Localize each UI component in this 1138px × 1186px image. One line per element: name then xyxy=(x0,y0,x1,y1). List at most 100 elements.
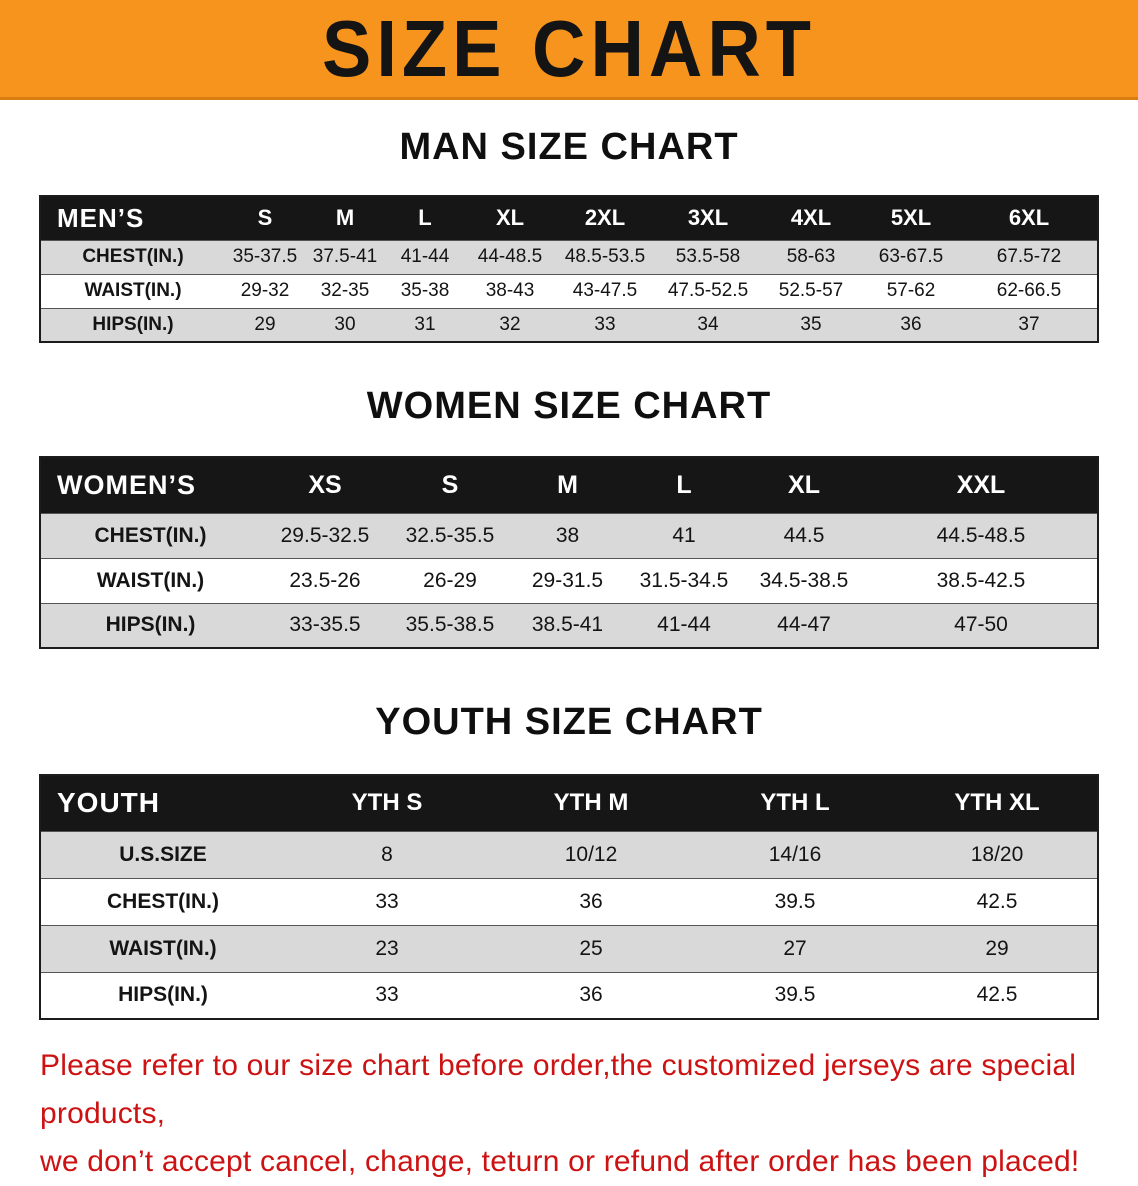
measurement-value: 36 xyxy=(900,313,922,335)
measurement-value: 37 xyxy=(1018,313,1040,335)
women-size-table: WOMEN’S XS S M L XL XXL CHEST(IN.) 29.5-32.5 32.… xyxy=(39,456,1099,649)
women-section-heading: WOMEN SIZE CHART xyxy=(366,385,772,427)
youth-size-table: YOUTH YTH S YTH M YTH L YTH XL U.S.SIZE 8 10/1… xyxy=(39,774,1099,1020)
measurement-value: 29.5-32.5 xyxy=(280,523,370,547)
youth-section-heading: YOUTH SIZE CHART xyxy=(375,701,763,743)
size-column-header: XL xyxy=(465,196,555,240)
size-column-header: S xyxy=(225,196,305,240)
man-section-heading: MAN SIZE CHART xyxy=(399,126,739,168)
measurement-value: 33 xyxy=(375,889,399,913)
size-column-header: XXL xyxy=(865,457,1098,513)
measurement-value: 44.5-48.5 xyxy=(936,523,1026,547)
size-chart-banner: SIZE CHART xyxy=(0,0,1138,100)
measurement-value: 36 xyxy=(579,983,603,1007)
measurement-value: 41 xyxy=(672,523,696,547)
measurement-label: HIPS(IN.) xyxy=(92,313,174,335)
size-column-header: XS xyxy=(260,457,390,513)
table-row: U.S.SIZE 8 10/12 14/16 18/20 xyxy=(40,831,1098,878)
measurement-value: 35 xyxy=(800,313,822,335)
table-row: CHEST(IN.) 29.5-32.5 32.5-35.5 38 41 44.5 44.5… xyxy=(40,513,1098,558)
measurement-label: U.S.SIZE xyxy=(119,842,207,866)
measurement-value: 32.5-35.5 xyxy=(405,523,495,547)
row-group-label: WOMEN’S xyxy=(40,457,260,513)
size-column-header: 6XL xyxy=(961,196,1098,240)
measurement-value: 38-43 xyxy=(485,280,535,301)
measurement-value: 29 xyxy=(254,313,276,335)
measurement-value: 44-47 xyxy=(777,613,831,637)
measurement-label: WAIST(IN.) xyxy=(96,568,205,592)
youth-header-row: YOUTH YTH S YTH M YTH L YTH XL xyxy=(40,775,1098,831)
banner-title: SIZE CHART xyxy=(322,3,816,94)
measurement-value: 30 xyxy=(334,313,356,335)
measurement-label: WAIST(IN.) xyxy=(109,936,217,960)
measurement-value: 42.5 xyxy=(976,889,1018,913)
measurement-value: 29-31.5 xyxy=(531,568,604,592)
measurement-value: 8 xyxy=(381,842,393,866)
size-column-header: L xyxy=(625,457,743,513)
size-column-header: M xyxy=(305,196,385,240)
row-group-label: YOUTH xyxy=(40,775,285,831)
men-header-row: MEN’S S M L XL 2XL 3XL 4XL 5XL 6XL xyxy=(40,196,1098,240)
measurement-value: 37.5-41 xyxy=(312,246,378,267)
measurement-label: CHEST(IN.) xyxy=(82,246,184,267)
measurement-value: 52.5-57 xyxy=(778,280,844,301)
size-column-header: YTH M xyxy=(489,775,693,831)
measurement-value: 41-44 xyxy=(400,246,450,267)
measurement-value: 41-44 xyxy=(657,613,711,637)
table-row: HIPS(IN.) 33-35.5 35.5-38.5 38.5-41 41-44 44-… xyxy=(40,603,1098,648)
women-size-chart-section: WOMEN SIZE CHART WOMEN’S XS S M L XL XXL CHEST… xyxy=(0,385,1138,649)
measurement-value: 44-48.5 xyxy=(477,246,543,267)
measurement-value: 34.5-38.5 xyxy=(759,568,849,592)
measurement-value: 39.5 xyxy=(774,983,816,1007)
measurement-value: 10/12 xyxy=(564,842,618,866)
measurement-value: 36 xyxy=(579,889,603,913)
measurement-value: 38.5-41 xyxy=(531,613,604,637)
measurement-value: 43-47.5 xyxy=(572,280,638,301)
measurement-value: 32 xyxy=(499,313,521,335)
measurement-value: 14/16 xyxy=(768,842,822,866)
measurement-value: 57-62 xyxy=(886,280,936,301)
size-column-header: 5XL xyxy=(861,196,961,240)
table-row: CHEST(IN.) 35-37.5 37.5-41 41-44 44-48.5 48.5… xyxy=(40,240,1098,274)
measurement-label: CHEST(IN.) xyxy=(107,889,219,913)
measurement-label: WAIST(IN.) xyxy=(84,280,182,301)
disclaimer-line-2: we don’t accept cancel, change, teturn o… xyxy=(40,1145,1080,1178)
measurement-label: CHEST(IN.) xyxy=(94,523,207,547)
measurement-value: 23.5-26 xyxy=(289,568,361,592)
measurement-value: 44.5 xyxy=(783,523,825,547)
table-row: WAIST(IN.) 23 25 27 29 xyxy=(40,925,1098,972)
disclaimer-text: Please refer to our size chart before or… xyxy=(40,1042,1138,1186)
measurement-value: 31 xyxy=(414,313,436,335)
table-row: CHEST(IN.) 33 36 39.5 42.5 xyxy=(40,878,1098,925)
measurement-value: 35-37.5 xyxy=(232,246,298,267)
size-column-header: YTH S xyxy=(285,775,489,831)
disclaimer-line-1: Please refer to our size chart before or… xyxy=(40,1049,1077,1130)
measurement-value: 29 xyxy=(985,936,1009,960)
size-column-header: YTH L xyxy=(693,775,897,831)
measurement-value: 25 xyxy=(579,936,603,960)
measurement-value: 48.5-53.5 xyxy=(564,246,646,267)
measurement-value: 47.5-52.5 xyxy=(667,280,749,301)
measurement-value: 34 xyxy=(697,313,719,335)
size-column-header: 4XL xyxy=(761,196,861,240)
size-column-header: 3XL xyxy=(655,196,761,240)
measurement-value: 63-67.5 xyxy=(878,246,944,267)
measurement-label: HIPS(IN.) xyxy=(105,613,196,637)
man-size-chart-section: MAN SIZE CHART MEN’S S M L XL 2XL 3XL 4XL 5XL 6XL… xyxy=(0,126,1138,343)
size-column-header: XL xyxy=(743,457,865,513)
table-row: HIPS(IN.) 29 30 31 32 33 34 35 36 37 xyxy=(40,308,1098,342)
measurement-value: 31.5-34.5 xyxy=(639,568,729,592)
measurement-value: 58-63 xyxy=(786,246,836,267)
measurement-value: 33 xyxy=(594,313,616,335)
measurement-value: 35-38 xyxy=(400,280,450,301)
measurement-value: 29-32 xyxy=(240,280,290,301)
size-column-header: 2XL xyxy=(555,196,655,240)
table-row: WAIST(IN.) 29-32 32-35 35-38 38-43 43-47.5 47.… xyxy=(40,274,1098,308)
measurement-value: 67.5-72 xyxy=(996,246,1062,267)
measurement-value: 33 xyxy=(375,983,399,1007)
measurement-value: 53.5-58 xyxy=(675,246,741,267)
youth-size-chart-section: YOUTH SIZE CHART YOUTH YTH S YTH M YTH L YTH… xyxy=(0,701,1138,1020)
size-column-header: S xyxy=(390,457,510,513)
measurement-value: 42.5 xyxy=(976,983,1018,1007)
table-row: WAIST(IN.) 23.5-26 26-29 29-31.5 31.5-34.5 34… xyxy=(40,558,1098,603)
